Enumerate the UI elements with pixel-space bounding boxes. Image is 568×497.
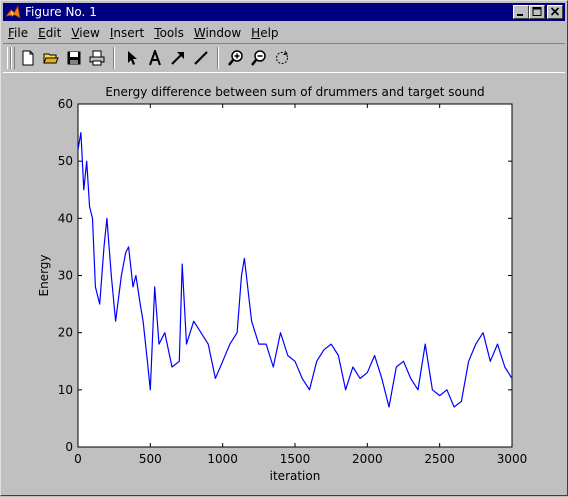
maximize-icon [532,7,542,16]
insert-arrow-icon [171,52,184,65]
select-button[interactable] [121,47,143,69]
energy-chart: 0 500 1000 1500 2000 2500 3000 0 10 20 30 40 50 60 En… [37,85,528,483]
menu-label-rest: dit [45,26,62,40]
zoom-in-button[interactable] [225,47,247,69]
toolbar-grip[interactable] [11,47,15,69]
menu-insert[interactable]: Insert [105,26,149,40]
menu-accelerator: F [8,26,15,40]
menu-label-rest: elp [260,26,279,40]
menu-window[interactable]: Window [189,26,246,40]
maximize-button[interactable] [529,5,545,19]
x-tick-label: 2500 [424,452,455,466]
insert-arrow-button[interactable] [167,47,189,69]
print-icon [89,50,105,66]
menu-label-rest: ools [159,26,184,40]
close-icon [550,7,560,16]
insert-text-button[interactable] [144,47,166,69]
y-tick-label: 0 [65,440,73,454]
menu-accelerator: V [71,26,80,40]
minimize-button[interactable] [513,5,529,19]
save-button[interactable] [63,47,85,69]
toolbar-grip[interactable] [7,47,11,69]
rotate-button[interactable] [271,47,293,69]
menu-label-rest: iew [79,26,100,40]
zoom-out-icon [251,50,266,66]
insert-line-icon [194,51,208,65]
close-button[interactable] [547,5,563,19]
window-title: Figure No. 1 [25,5,97,19]
x-tick-label: 1000 [207,452,238,466]
menu-bar: File Edit View Insert Tools Window Help [3,23,565,43]
open-folder-icon [43,53,59,64]
x-tick-label: 500 [139,452,162,466]
zoom-in-icon [228,50,243,66]
y-axis-label: Energy [37,254,51,296]
y-tick-label: 20 [58,326,73,340]
y-tick-label: 10 [58,383,73,397]
x-tick-label: 1500 [280,452,311,466]
toolbar-separator [217,47,219,69]
matlab-logo-icon [5,4,21,19]
save-icon [67,51,81,65]
menu-accelerator: I [109,26,114,40]
toolbar-separator [113,47,115,69]
menu-help[interactable]: Help [246,26,283,40]
x-axis-label: iteration [270,469,321,483]
y-tick-label: 50 [58,154,73,168]
title-bar[interactable]: Figure No. 1 [3,3,565,21]
insert-line-button[interactable] [190,47,212,69]
toolbar [3,43,565,73]
energy-series-line [77,131,513,408]
menu-accelerator: E [38,26,46,40]
menu-accelerator: T [154,26,160,40]
new-file-icon [22,50,34,66]
chart-title: Energy difference between sum of drummer… [105,85,484,99]
select-arrow-icon [128,51,137,65]
menu-accelerator: H [251,26,261,40]
x-tick-label: 0 [74,452,82,466]
menu-tools[interactable]: Tools [149,26,189,40]
y-tick-label: 30 [58,269,73,283]
series-layer [77,131,513,408]
menu-label-rest: ile [14,26,29,40]
y-tick-label: 60 [58,97,73,111]
menu-view[interactable]: View [66,26,104,40]
figure-canvas: 0 500 1000 1500 2000 2500 3000 0 10 20 30 40 50 60 En… [3,74,565,493]
menu-label-rest: indow [205,26,242,40]
rotate-icon [276,50,288,64]
ticks-layer: 0 500 1000 1500 2000 2500 3000 0 10 20 30 40 50 60 [58,97,528,466]
x-tick-label: 2000 [352,452,383,466]
menu-label-rest: nsert [113,26,145,40]
plot-area[interactable] [77,103,513,448]
open-file-button[interactable] [40,47,62,69]
x-tick-label: 3000 [497,452,528,466]
print-button[interactable] [86,47,108,69]
menu-file[interactable]: File [3,26,33,40]
menu-accelerator: W [193,26,206,40]
zoom-out-button[interactable] [248,47,270,69]
y-tick-label: 40 [58,211,73,225]
minimize-icon [517,14,523,16]
menu-edit[interactable]: Edit [33,26,66,40]
new-figure-button[interactable] [17,47,39,69]
insert-text-icon [149,50,161,66]
